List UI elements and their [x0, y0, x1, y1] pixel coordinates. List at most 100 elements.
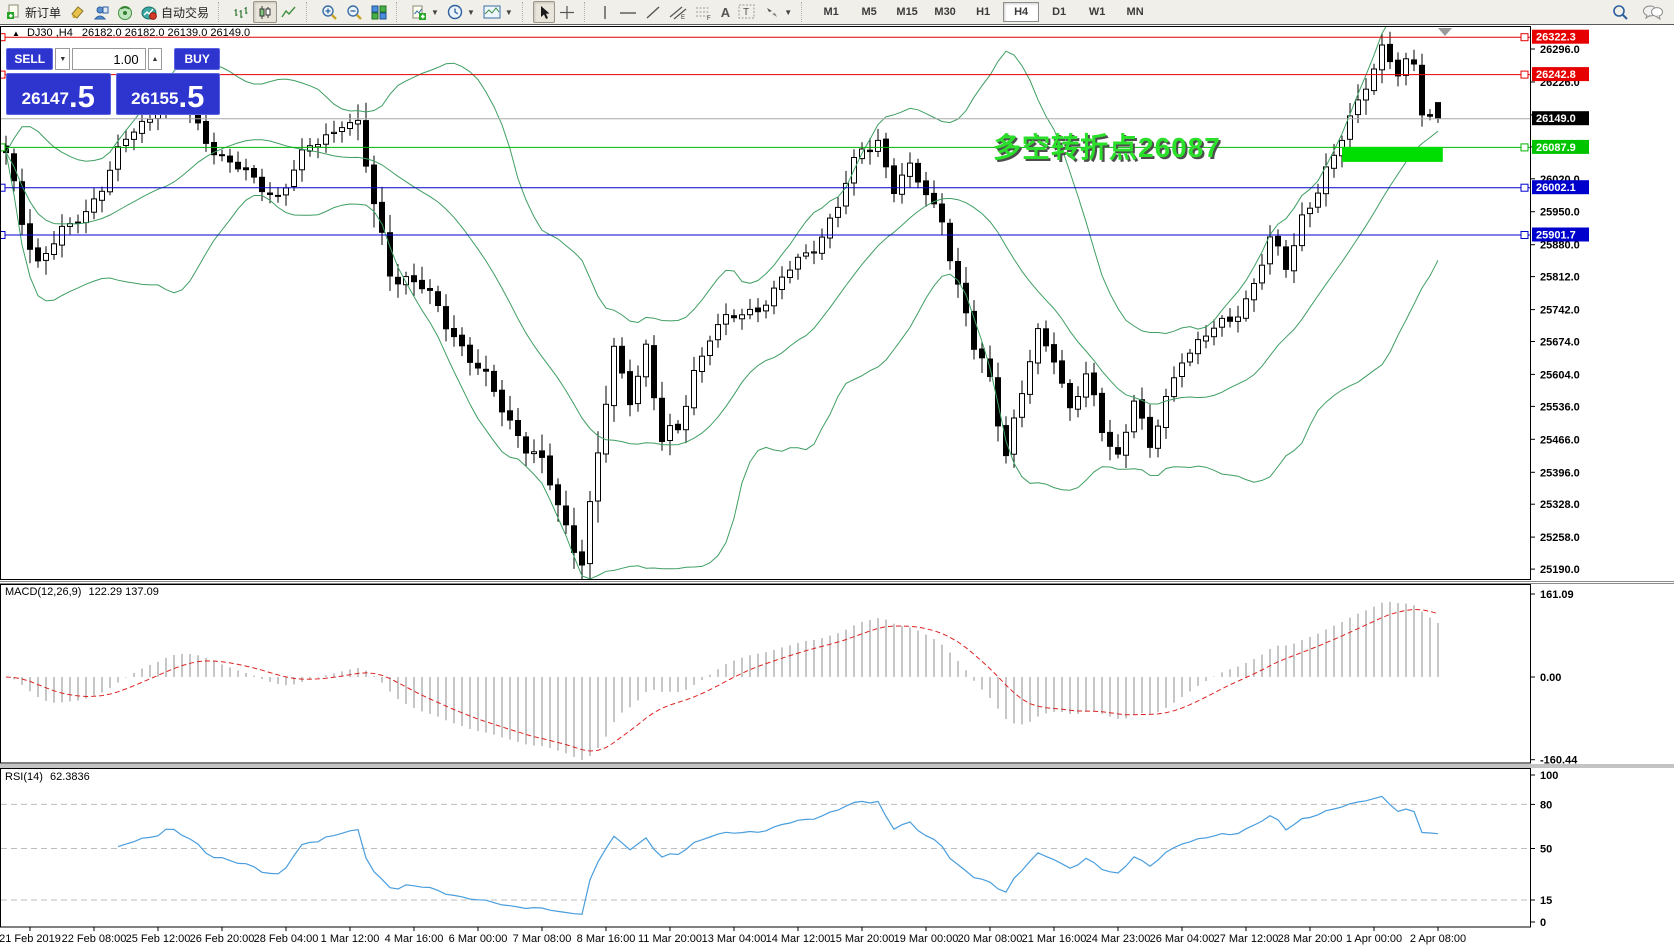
sell-button[interactable]: SELL — [6, 48, 54, 70]
arrows-icon — [767, 7, 778, 17]
candlestick-chart-type-button[interactable] — [253, 1, 278, 23]
rsi-name: RSI(14) — [5, 771, 43, 783]
line-handle[interactable] — [1520, 70, 1529, 79]
text-tool-button[interactable]: A — [717, 1, 734, 23]
line-handle[interactable] — [1520, 183, 1529, 192]
candle-body — [1251, 283, 1257, 301]
timeframe-button-w1[interactable]: W1 — [1088, 6, 1106, 18]
volume-decrease-button[interactable]: ▼ — [55, 48, 71, 70]
bollinger-lower-band[interactable] — [5, 152, 1439, 579]
line-handle[interactable] — [1520, 143, 1529, 152]
candle-body — [467, 344, 473, 363]
line-handle[interactable] — [0, 231, 6, 239]
rsi-axis[interactable]: 100 80 50 15 0 — [1531, 770, 1558, 929]
templates-button[interactable]: ▼ — [479, 1, 517, 23]
candle-body — [891, 165, 897, 194]
line-handle[interactable] — [1520, 231, 1529, 239]
signal-button[interactable] — [113, 1, 137, 23]
chart-shift-marker[interactable] — [1438, 28, 1452, 36]
auto-trading-icon — [141, 6, 157, 20]
line-handle[interactable] — [0, 33, 6, 42]
candle-body — [915, 162, 921, 183]
chart-text-annotation[interactable]: 多空转折点26087 — [993, 132, 1221, 163]
sell-price-display[interactable]: 26147 .5 — [6, 73, 111, 115]
zoom-in-icon — [322, 5, 337, 20]
arrows-tool-button[interactable]: ▼ — [760, 1, 796, 23]
buy-price-display[interactable]: 26155 .5 — [115, 73, 220, 115]
search-icon[interactable] — [1612, 4, 1628, 20]
time-axis-label: 22 Feb 08:00 — [62, 933, 127, 945]
candle-body — [1259, 264, 1265, 284]
channel-tool-button[interactable]: E — [665, 1, 691, 23]
crosshair-tool-button[interactable] — [555, 1, 579, 23]
zoom-out-button[interactable] — [342, 1, 367, 23]
buy-button[interactable]: BUY — [174, 48, 221, 70]
line-handle[interactable] — [0, 183, 6, 192]
candle-body — [1291, 245, 1297, 272]
bar-chart-type-button[interactable] — [229, 1, 253, 23]
timeframe-button-m15[interactable]: M15 — [896, 6, 918, 18]
profile-button[interactable] — [89, 1, 113, 23]
line-chart-type-button[interactable] — [277, 1, 301, 23]
timeframe-button-h4[interactable]: H4 — [1003, 2, 1040, 22]
candle-body — [1235, 316, 1241, 322]
candle-body — [603, 403, 609, 455]
rsi-tick-label: 0 — [1540, 917, 1546, 929]
tile-windows-button[interactable] — [367, 1, 391, 23]
time-axis-label: 21 Mar 16:00 — [1022, 933, 1087, 945]
macd-histogram — [13, 601, 1439, 760]
highlight-rectangle[interactable] — [1342, 146, 1443, 162]
candle-body — [459, 334, 465, 347]
indicators-button[interactable]: ▼ — [407, 1, 443, 23]
bollinger-upper-band[interactable] — [5, 0, 1438, 335]
timeframe-button-h1[interactable]: H1 — [976, 6, 991, 18]
text-label-tool-button[interactable]: T — [734, 1, 760, 23]
line-handle[interactable] — [0, 143, 6, 152]
timeframe-button-m1[interactable]: M1 — [823, 6, 839, 18]
bar-chart-icon — [234, 6, 248, 18]
vertical-line-tool-button[interactable] — [595, 1, 615, 23]
price-tick-label: 25742.0 — [1540, 305, 1580, 317]
candle-body — [1067, 383, 1073, 409]
candle-body — [411, 275, 417, 283]
candle-body — [1139, 399, 1145, 419]
candle-body — [323, 134, 329, 145]
timeframe-button-m30[interactable]: M30 — [934, 6, 956, 18]
zoom-in-button[interactable] — [317, 1, 342, 23]
timeframe-button-d1[interactable]: D1 — [1052, 6, 1067, 18]
tile-windows-icon — [371, 5, 387, 19]
timeframe-button-m5[interactable]: M5 — [861, 6, 877, 18]
line-handle[interactable] — [0, 70, 6, 79]
price-tick-label: 25604.0 — [1540, 369, 1580, 381]
candle-body — [875, 139, 881, 152]
cursor-tool-button[interactable] — [532, 1, 555, 23]
volume-input[interactable]: 1.00 — [72, 48, 146, 70]
candle-body — [1179, 362, 1185, 377]
bollinger-middle-band[interactable] — [5, 130, 1439, 446]
candle-body — [651, 345, 657, 399]
styler-button[interactable] — [65, 1, 89, 23]
line-handle[interactable] — [1520, 33, 1529, 42]
chat-icon[interactable] — [1642, 4, 1664, 20]
macd-tick-label: 161.09 — [1540, 589, 1574, 601]
timeframe-button-mn[interactable]: MN — [1126, 6, 1144, 18]
volume-increase-button[interactable]: ▲ — [147, 48, 163, 70]
clock-icon — [447, 4, 463, 20]
macd-indicator-label: MACD(12,26,9) 122.29 137.09 — [5, 586, 159, 598]
macd-axis[interactable]: 161.09 0.00 -160.44 — [1531, 589, 1578, 767]
candlestick-icon — [259, 5, 271, 19]
periods-button[interactable]: ▼ — [443, 1, 479, 23]
time-axis-label: 21 Feb 2019 — [0, 933, 61, 945]
fibonacci-tool-button[interactable]: F — [691, 1, 717, 23]
line-chart-icon — [281, 6, 296, 17]
new-order-button[interactable]: 新订单 — [2, 1, 65, 23]
trendline-tool-button[interactable] — [641, 1, 665, 23]
auto-trading-button[interactable]: 自动交易 — [137, 1, 213, 23]
price-axis[interactable]: 26296.026226.026156.026088.026020.025950… — [1531, 29, 1589, 576]
candle-body — [1051, 344, 1057, 363]
horizontal-line-tool-button[interactable] — [615, 1, 641, 23]
time-axis[interactable]: 21 Feb 2019 22 Feb 08:00 25 Feb 12:00 26 Fe… — [0, 927, 1466, 945]
svg-text:26242.8: 26242.8 — [1536, 69, 1576, 81]
periods-dropdown-arrow: ▼ — [466, 7, 475, 17]
